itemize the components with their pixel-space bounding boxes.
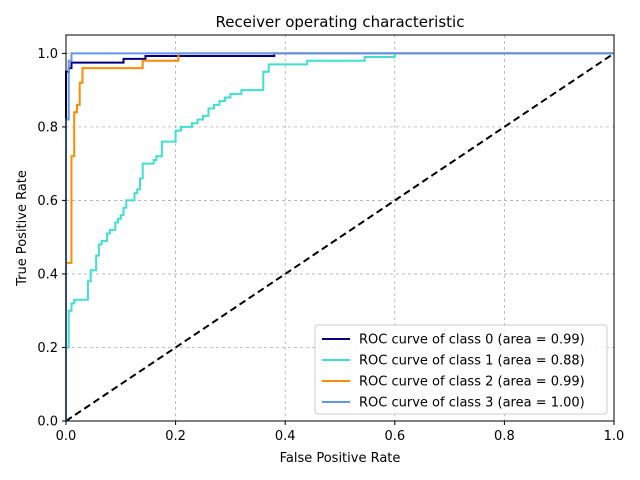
x-tick-label: 0.2 — [165, 429, 186, 444]
y-tick-label: 0.6 — [37, 194, 58, 209]
x-tick-label: 0.8 — [494, 429, 515, 444]
y-axis-ticks: 0.0 0.2 0.4 0.6 0.8 1.0 — [37, 47, 66, 430]
chart-title: Receiver operating characteristic — [216, 13, 465, 31]
plot-frame — [65, 34, 615, 422]
legend-box — [314, 324, 608, 415]
legend-label: ROC curve of class 2 (area = 0.99) — [359, 375, 585, 390]
x-tick-label: 1.0 — [604, 429, 625, 444]
x-tick-label: 0.4 — [275, 429, 296, 444]
y-tick-label: 1.0 — [37, 47, 58, 62]
y-tick-label: 0.2 — [37, 341, 58, 356]
y-tick-label: 0.0 — [37, 415, 58, 430]
x-axis-title: False Positive Rate — [280, 451, 401, 466]
legend: ROC curve of class 0 (area = 0.99) ROC cu… — [314, 324, 608, 415]
series-line-class-1 — [65, 52, 614, 421]
x-tick-label: 0.6 — [384, 429, 405, 444]
x-tick-label: 0.0 — [56, 429, 77, 444]
legend-label: ROC curve of class 0 (area = 0.99) — [359, 333, 585, 348]
series-line-class-2 — [65, 52, 614, 421]
legend-label: ROC curve of class 1 (area = 0.88) — [359, 354, 585, 369]
y-axis-title: True Positive Rate — [15, 170, 30, 287]
y-tick-label: 0.8 — [37, 120, 58, 135]
y-tick-label: 0.4 — [37, 267, 58, 282]
x-axis-ticks: 0.0 0.2 0.4 0.6 0.8 1.0 — [56, 421, 625, 444]
legend-label: ROC curve of class 3 (area = 1.00) — [359, 396, 585, 411]
